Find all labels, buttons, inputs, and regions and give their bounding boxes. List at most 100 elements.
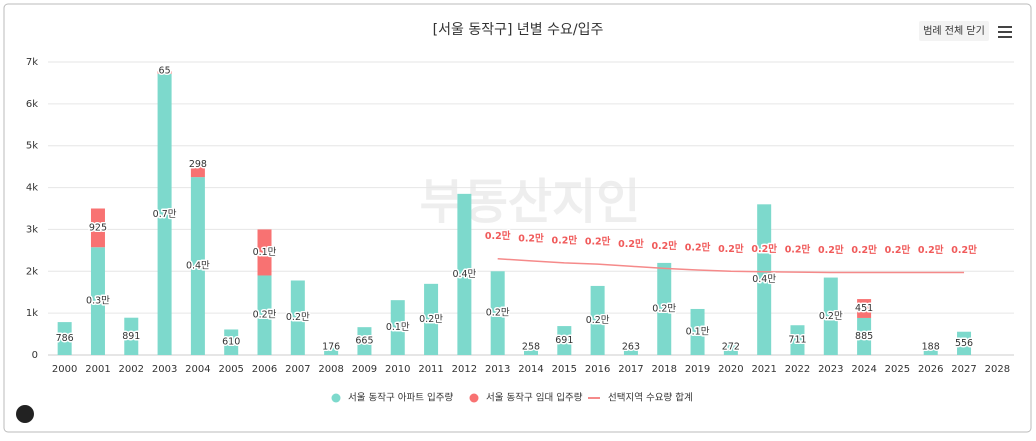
bar-segment (524, 344, 538, 355)
legend-toggle-label[interactable]: 범례 전체 닫기 (923, 25, 985, 37)
bar-segment (790, 325, 805, 355)
data-label: 0.1만 (253, 247, 277, 258)
data-label: 0.2만 (486, 308, 510, 319)
line-label: 0.2만 (552, 234, 578, 246)
line-label: 0.2만 (751, 243, 777, 255)
x-tick-label: 2026 (918, 364, 943, 375)
bar-segment (390, 300, 405, 355)
bar-segment (90, 247, 105, 355)
bar-segment (290, 280, 305, 355)
x-tick-label: 2023 (818, 364, 843, 375)
x-tick-label: 2017 (618, 364, 643, 375)
x-tick-label: 2025 (885, 364, 910, 375)
line-label: 0.2만 (685, 242, 711, 254)
bar-segment (623, 343, 638, 355)
data-label: 610 (222, 337, 240, 348)
bar-segment (324, 347, 339, 355)
x-tick-label: 2002 (119, 364, 144, 375)
x-tick-label: 2020 (718, 364, 743, 375)
data-label: 272 (722, 342, 740, 353)
x-tick-label: 2016 (585, 364, 610, 375)
bar-segment (424, 283, 439, 355)
x-tick-label: 2011 (418, 364, 443, 375)
bar-segment (90, 208, 105, 248)
data-label: 176 (322, 342, 340, 353)
legend-label[interactable]: 서울 동작구 임대 입주량 (486, 392, 583, 404)
bar-segment (257, 275, 272, 355)
bar-segment (723, 343, 738, 355)
watermark: 부동산지인 (420, 174, 641, 230)
menu-icon[interactable] (998, 26, 1012, 38)
line-label: 0.2만 (918, 244, 944, 256)
line-label: 0.2만 (885, 244, 911, 256)
legend-label[interactable]: 선택지역 수요량 합계 (608, 392, 693, 404)
data-label: 0.1만 (386, 322, 410, 333)
y-tick-label: 7k (26, 57, 38, 68)
bar-segment (124, 317, 139, 355)
x-tick-label: 2018 (652, 364, 677, 375)
x-tick-label: 2013 (485, 364, 510, 375)
bar-segment (857, 299, 872, 318)
x-tick-label: 2024 (851, 364, 876, 375)
data-label: 691 (555, 335, 573, 346)
data-label: 556 (955, 338, 973, 349)
x-tick-label: 2027 (951, 364, 976, 375)
line-label: 0.2만 (951, 244, 977, 256)
bar-segment (257, 229, 272, 276)
line-label: 0.2만 (618, 238, 644, 250)
logo-icon (16, 405, 34, 423)
y-tick-label: 3k (26, 224, 38, 235)
legend-swatch (469, 393, 479, 403)
x-tick-label: 2000 (52, 364, 77, 375)
x-tick-label: 2014 (518, 364, 543, 375)
y-tick-label: 5k (26, 141, 38, 152)
bar-segment (224, 329, 239, 355)
y-tick-label: 4k (26, 183, 38, 194)
bar-segment (190, 177, 205, 355)
bar-segment (690, 308, 705, 355)
data-label: 0.2만 (586, 315, 610, 326)
legend-toggle-button[interactable] (919, 21, 989, 41)
data-label: 188 (922, 342, 940, 353)
data-label: 711 (788, 335, 806, 346)
line-label: 0.2만 (585, 236, 611, 248)
legend-swatch (331, 393, 341, 403)
y-tick-label: 1k (26, 308, 38, 319)
bar-segment (823, 277, 838, 355)
y-tick-label: 0 (32, 350, 38, 361)
data-label: 0.2만 (819, 311, 843, 322)
x-tick-label: 2021 (751, 364, 776, 375)
x-tick-label: 2010 (385, 364, 410, 375)
x-tick-label: 2003 (152, 364, 177, 375)
data-label: 0.3만 (86, 296, 110, 307)
data-label: 258 (522, 342, 540, 353)
data-label: 0.2만 (419, 314, 443, 325)
bar-segment (157, 70, 172, 74)
x-tick-label: 2015 (552, 364, 577, 375)
data-label: 0.4만 (186, 261, 210, 272)
data-label: 925 (89, 222, 107, 233)
x-tick-label: 2022 (785, 364, 810, 375)
bar-segment (190, 164, 205, 178)
bar-segment (657, 262, 672, 355)
line-label: 0.2만 (785, 244, 811, 256)
x-tick-label: 2004 (185, 364, 210, 375)
data-label: 786 (56, 333, 74, 344)
line-label: 0.2만 (718, 243, 744, 255)
x-tick-label: 2007 (285, 364, 310, 375)
line-label: 0.2만 (518, 232, 544, 244)
x-tick-label: 2028 (985, 364, 1010, 375)
data-label: 65 (159, 65, 171, 76)
x-tick-label: 2006 (252, 364, 277, 375)
x-tick-label: 2012 (452, 364, 477, 375)
y-tick-label: 2k (26, 266, 38, 277)
x-tick-label: 2019 (685, 364, 710, 375)
data-label: 891 (122, 331, 140, 342)
line-label: 0.2만 (651, 240, 677, 252)
chart-title: [서울 동작구] 년별 수요/입주 (433, 22, 604, 38)
x-tick-label: 2001 (85, 364, 110, 375)
data-label: 451 (855, 303, 873, 314)
data-label: 0.2만 (286, 312, 310, 323)
legend-label[interactable]: 서울 동작구 아파트 입주량 (348, 392, 453, 404)
